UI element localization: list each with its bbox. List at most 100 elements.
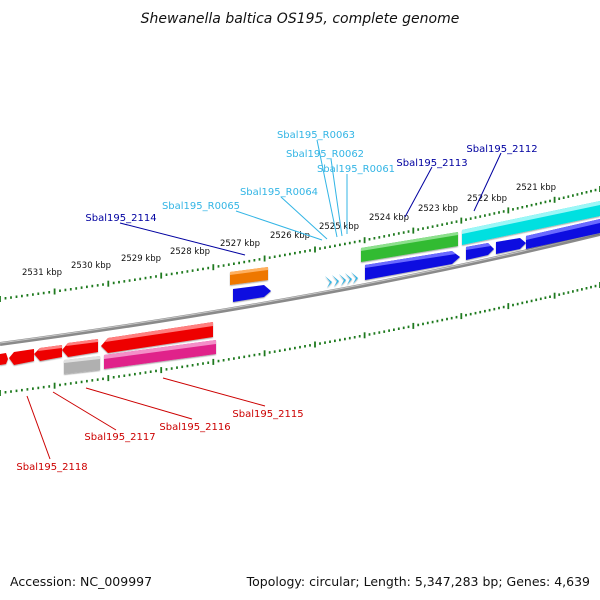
label-sbal195-2112[interactable]: Sbal195_2112 [466, 144, 537, 155]
outer-minor-tick [474, 216, 477, 219]
inner-minor-tick [86, 379, 88, 383]
label-sbal195-r0061[interactable]: Sbal195_R0061 [317, 164, 395, 175]
rna-r0065[interactable] [325, 276, 332, 288]
gene-blue-3[interactable] [496, 238, 526, 254]
inner-minor-tick [417, 323, 420, 327]
outer-minor-tick [96, 284, 99, 287]
outer-minor-tick [498, 211, 500, 214]
outer-minor-tick [488, 213, 491, 216]
outer-minor-tick [304, 250, 306, 253]
rna-r0063[interactable] [339, 274, 346, 286]
inner-minor-tick [358, 335, 361, 338]
outer-minor-tick [238, 261, 240, 265]
inner-minor-tick [207, 361, 210, 364]
inner-major-tick [160, 367, 163, 374]
lower-strand-genes [0, 322, 216, 374]
rna-r0062[interactable] [345, 273, 352, 285]
outer-minor-tick [567, 195, 570, 198]
outer-minor-tick [15, 295, 18, 298]
gene-sbal195-2118-red[interactable] [9, 349, 34, 365]
outer-minor-tick [422, 227, 424, 230]
gene-blue-small[interactable] [233, 285, 271, 302]
inner-minor-tick [21, 388, 23, 392]
gene-red-edge[interactable] [0, 353, 8, 365]
inner-tick-track [0, 282, 600, 396]
outer-minor-tick [128, 279, 131, 282]
outer-minor-tick [289, 252, 291, 256]
inner-minor-tick [512, 303, 514, 307]
label-sbal195-r0062[interactable]: Sbal195_R0062 [286, 149, 364, 160]
tick-label-2522: 2522 kbp [467, 194, 507, 204]
outer-minor-tick [149, 276, 152, 279]
inner-minor-tick [544, 296, 547, 299]
outer-minor-tick [243, 260, 246, 264]
inner-major-tick [314, 341, 316, 348]
outer-minor-tick [26, 294, 29, 297]
label-sbal195-2115[interactable]: Sbal195_2115 [232, 409, 303, 420]
outer-minor-tick [502, 210, 505, 213]
inner-major-tick [553, 292, 556, 299]
outer-minor-tick [526, 205, 528, 208]
outer-major-tick [460, 217, 463, 224]
outer-major-tick [160, 272, 163, 279]
inner-minor-tick [155, 369, 157, 373]
label-sbal195-2117[interactable]: Sbal195_2117 [84, 432, 155, 443]
outer-minor-tick [446, 222, 448, 225]
inner-minor-tick [42, 385, 45, 389]
outer-minor-tick [465, 218, 467, 221]
inner-minor-tick [227, 358, 230, 361]
inner-minor-tick [530, 299, 533, 303]
inner-minor-tick [37, 386, 40, 390]
inner-minor-tick [278, 349, 281, 352]
outer-minor-tick [469, 217, 472, 220]
outer-minor-tick [479, 215, 482, 218]
outer-minor-tick [576, 193, 579, 196]
tick-label-2531: 2531 kbp [22, 268, 62, 278]
rna-r0061[interactable] [351, 272, 358, 284]
outer-minor-tick [436, 224, 439, 227]
inner-minor-tick [324, 341, 326, 344]
inner-minor-tick [59, 383, 61, 387]
gene-sbal195-2113-green[interactable] [361, 232, 458, 262]
outer-minor-tick [431, 225, 434, 228]
inner-minor-tick [304, 345, 306, 348]
label-sbal195-2118[interactable]: Sbal195_2118 [16, 462, 87, 473]
inner-minor-tick [426, 321, 429, 325]
outer-minor-tick [155, 275, 157, 278]
outer-minor-tick [233, 262, 235, 265]
label-sbal195-2116[interactable]: Sbal195_2116 [159, 422, 230, 433]
outer-minor-tick [134, 278, 136, 281]
outer-minor-tick [393, 233, 395, 236]
inner-minor-tick [594, 284, 597, 288]
outer-minor-tick [572, 194, 574, 197]
inner-minor-tick [91, 379, 94, 382]
label-sbal195-2113[interactable]: Sbal195_2113 [396, 158, 467, 169]
gene-blue-1[interactable] [365, 251, 460, 280]
accession-text: Accession: NC_009997 [10, 574, 152, 589]
inner-minor-tick [32, 387, 34, 390]
inner-minor-tick [388, 329, 390, 332]
outer-minor-tick [521, 206, 524, 209]
label-sbal195-2114[interactable]: Sbal195_2114 [85, 213, 156, 224]
outer-minor-tick [75, 287, 78, 290]
outer-minor-tick [544, 200, 547, 204]
rna-r0064[interactable] [332, 275, 339, 287]
inner-minor-tick [549, 295, 551, 298]
inner-minor-tick [526, 300, 528, 304]
inner-minor-tick [431, 320, 434, 324]
inner-minor-tick [80, 380, 83, 384]
label-sbal195-r0064[interactable]: Sbal195_R0064 [240, 187, 318, 198]
tick-label-2524: 2524 kbp [369, 213, 409, 223]
inner-minor-tick [4, 391, 7, 394]
inner-minor-tick [383, 330, 386, 333]
inner-minor-tick [258, 353, 261, 356]
label-sbal195-r0063[interactable]: Sbal195_R0063 [277, 130, 355, 141]
inner-minor-tick [186, 364, 189, 368]
genome-summary-text: Topology: circular; Length: 5,347,283 bp… [246, 574, 590, 589]
outer-minor-tick [191, 269, 194, 272]
inner-minor-tick [48, 385, 51, 388]
label-sbal195-r0065[interactable]: Sbal195_R0065 [162, 201, 240, 212]
outer-minor-tick [165, 273, 168, 276]
outer-major-tick [263, 255, 266, 262]
